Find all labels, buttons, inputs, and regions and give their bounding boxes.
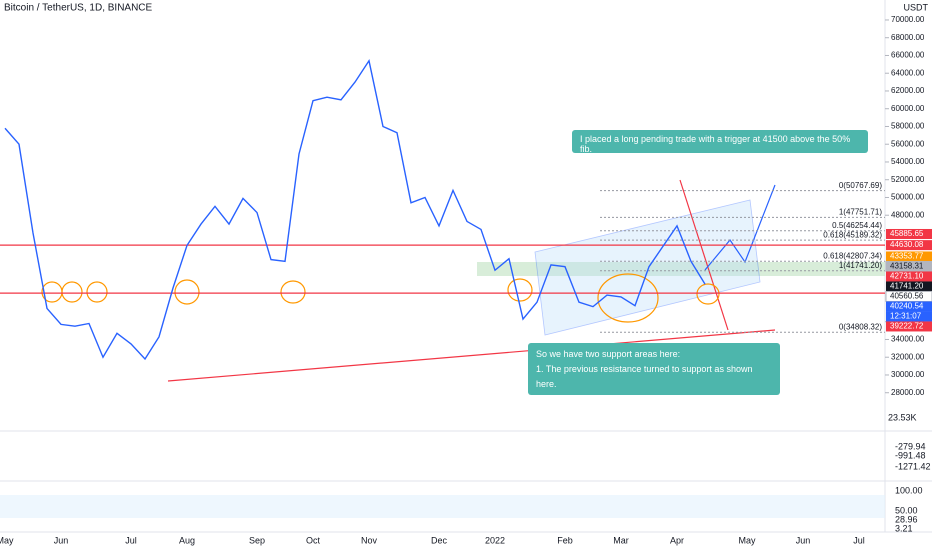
volume-tag: 23.53K xyxy=(888,412,917,422)
y-tick-label: 48000.00 xyxy=(891,210,925,219)
callout: So we have two support areas here: 1. Th… xyxy=(528,343,780,404)
price-line xyxy=(4,59,706,361)
macd-tag: -991.48 xyxy=(895,450,926,460)
x-tick-label: May xyxy=(0,535,14,545)
y-tick-label: 34000.00 xyxy=(891,335,925,344)
y-tick-label: 56000.00 xyxy=(891,139,925,148)
x-tick-label: Jun xyxy=(54,535,69,545)
y-tick-label: 50000.00 xyxy=(891,193,925,202)
fib-label: 0(34808.32) xyxy=(839,322,882,331)
price-tag-label: 40240.54 xyxy=(890,302,924,311)
price-tag xyxy=(886,321,932,332)
price-tag-label: 40560.56 xyxy=(890,292,924,301)
fib-label: 0(50767.69) xyxy=(839,181,882,190)
price-tag-label: 44630.08 xyxy=(890,240,924,249)
y-tick-label: 66000.00 xyxy=(891,51,925,60)
x-tick-label: Dec xyxy=(431,535,448,545)
x-tick-label: Mar xyxy=(613,535,629,545)
y-tick-label: 68000.00 xyxy=(891,33,925,42)
stoch-tag: 28.96 xyxy=(895,514,918,524)
circle-marker xyxy=(86,281,108,303)
chart-title: Bitcoin / TetherUS, 1D, BINANCE xyxy=(4,3,153,14)
price-tag xyxy=(886,251,932,262)
circle-marker xyxy=(61,281,83,303)
countdown-label: 12:31:07 xyxy=(890,312,922,321)
callout-line: 1. The previous resistance turned to sup… xyxy=(536,364,753,389)
circle-marker xyxy=(507,278,533,302)
y-tick-label: 54000.00 xyxy=(891,157,925,166)
price-tag xyxy=(886,271,932,282)
x-tick-label: Jul xyxy=(853,535,865,545)
countdown-tag xyxy=(886,311,932,322)
fib-label: 0.5(46254.44) xyxy=(832,221,882,230)
stoch-tag: 50.00 xyxy=(895,505,918,515)
trend-line xyxy=(167,329,776,382)
price-tag xyxy=(886,240,932,251)
price-tag-label: 43353.77 xyxy=(890,252,924,261)
fib-label: 0.618(45189.32) xyxy=(823,230,882,239)
callout-line: So we have two support areas here: xyxy=(536,349,681,359)
y-tick-label: 30000.00 xyxy=(891,370,925,379)
x-tick-label: 2022 xyxy=(485,535,505,545)
y-tick-label: 70000.00 xyxy=(891,15,925,24)
price-tag-label: 45885.65 xyxy=(890,229,924,238)
y-tick-label: 52000.00 xyxy=(891,175,925,184)
circle-marker xyxy=(696,283,720,305)
price-tag-label: 39222.72 xyxy=(890,322,924,331)
x-tick-label: Aug xyxy=(179,535,195,545)
x-tick-label: Oct xyxy=(306,535,321,545)
fib-label: 1(47751.71) xyxy=(839,208,882,217)
currency: USDT xyxy=(904,2,929,12)
x-tick-label: Feb xyxy=(557,535,573,545)
trend-line xyxy=(679,179,729,331)
callout: I placed a long pending trade with a tri… xyxy=(572,130,868,154)
price-tag xyxy=(886,228,932,239)
y-tick-label: 32000.00 xyxy=(891,352,925,361)
callout-line: 2. The trend channel I identified above xyxy=(536,394,689,404)
stoch-tag: 3.21 xyxy=(895,523,913,533)
macd-tag: -279.94 xyxy=(895,441,926,451)
x-tick-label: Jul xyxy=(125,535,137,545)
y-tick-label: 60000.00 xyxy=(891,104,925,113)
price-tag-label: 43158.31 xyxy=(890,262,924,271)
circle-marker xyxy=(597,273,659,323)
stoch-band xyxy=(0,495,885,518)
x-tick-label: Nov xyxy=(361,535,378,545)
price-tag xyxy=(886,301,932,312)
circle-marker xyxy=(280,280,306,304)
macd-tag: -1271.42 xyxy=(895,461,931,471)
y-tick-label: 28000.00 xyxy=(891,388,925,397)
x-tick-label: Sep xyxy=(249,535,265,545)
y-tick-label: 62000.00 xyxy=(891,86,925,95)
x-tick-label: Apr xyxy=(670,535,684,545)
x-tick-label: May xyxy=(738,535,756,545)
price-tag-label: 42731.10 xyxy=(890,272,924,281)
stoch-tag: 100.00 xyxy=(895,485,923,495)
price-tag xyxy=(886,281,932,292)
x-tick-label: Jun xyxy=(796,535,811,545)
fib-label: 0.618(42807.34) xyxy=(823,251,882,260)
trend-channel xyxy=(534,199,761,336)
y-tick-label: 58000.00 xyxy=(891,122,925,131)
y-tick-label: 64000.00 xyxy=(891,68,925,77)
support-zone xyxy=(477,262,885,276)
price-tag-label: 41741.20 xyxy=(890,282,924,291)
fib-label: 1(41741.20) xyxy=(839,261,882,270)
circle-marker xyxy=(174,279,200,305)
projection-arrow xyxy=(704,184,776,271)
